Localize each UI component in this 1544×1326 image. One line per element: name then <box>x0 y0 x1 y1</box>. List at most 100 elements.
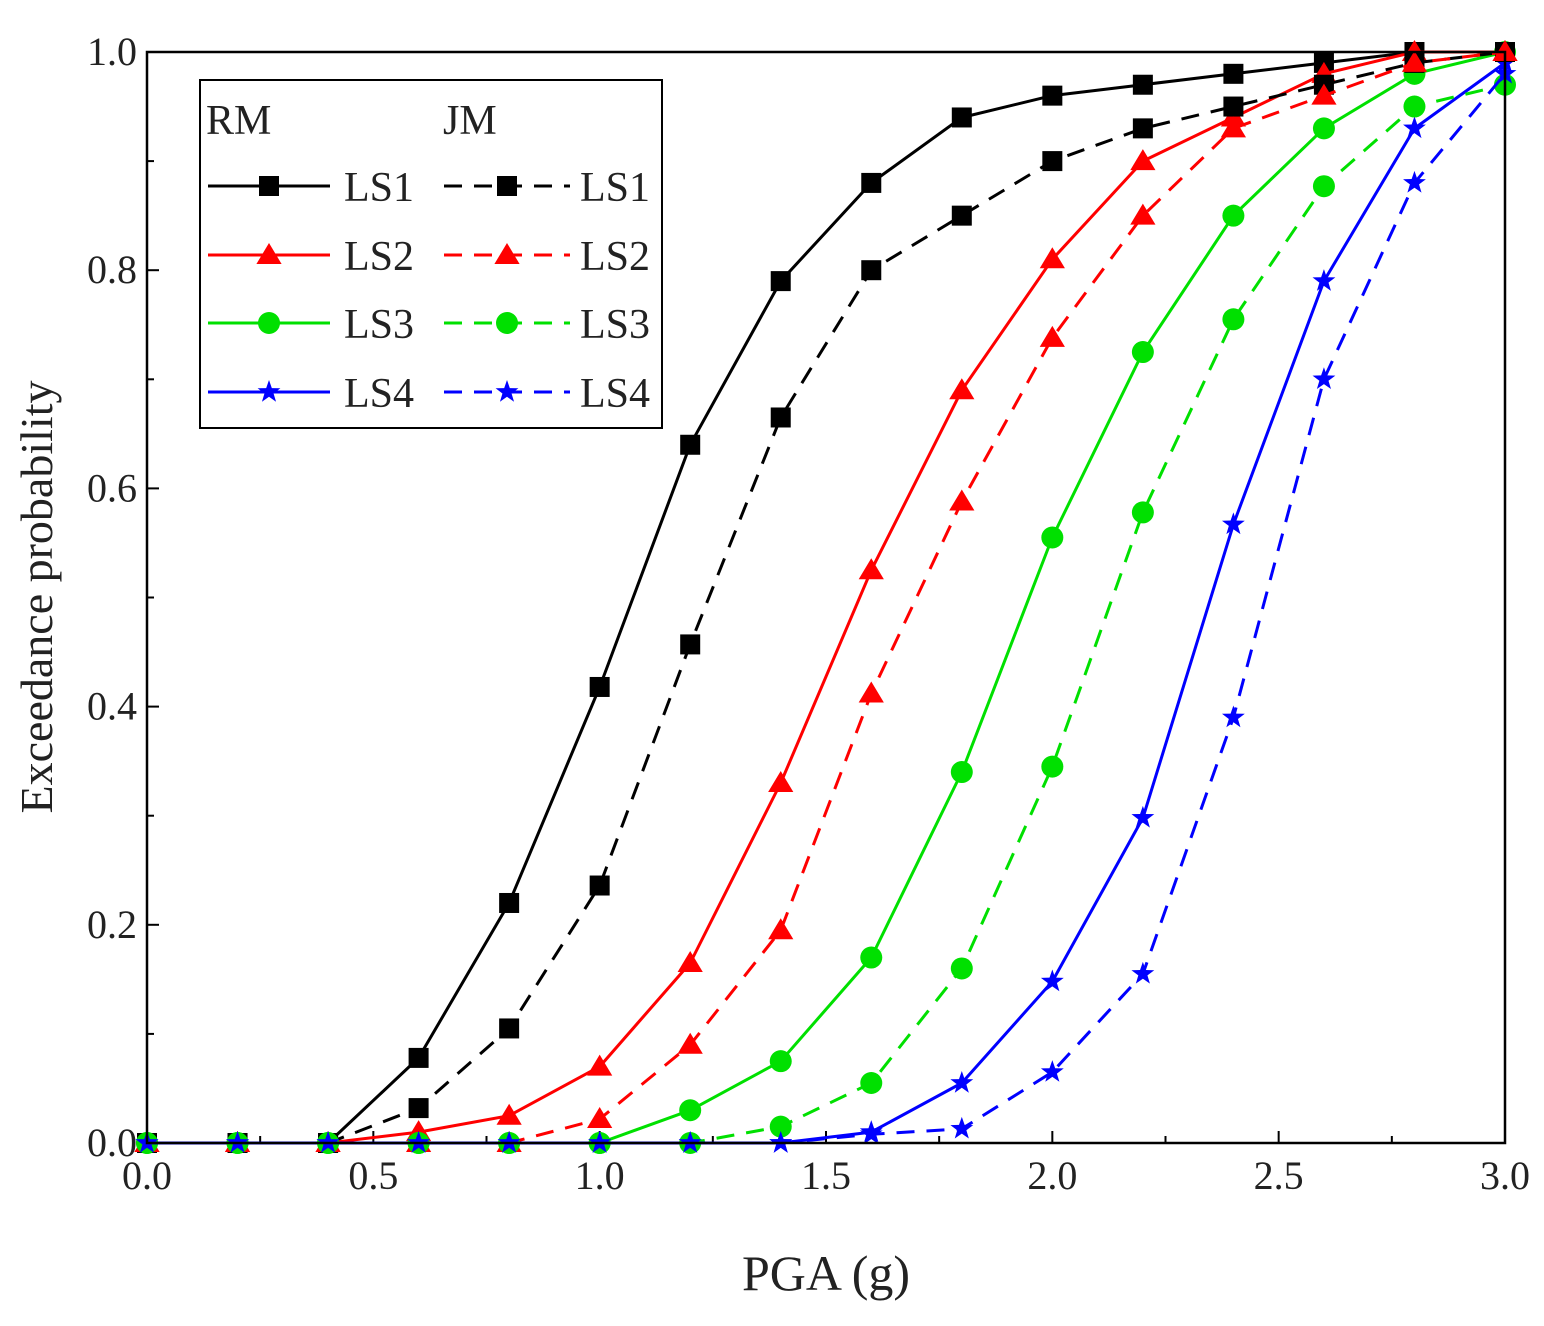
data-point-marker <box>677 1032 703 1054</box>
legend-label: LS3 <box>580 302 650 348</box>
data-point-marker <box>587 1106 613 1128</box>
y-axis-label: Exceedance probability <box>11 381 62 814</box>
x-tick-label: 2.0 <box>1027 1153 1077 1198</box>
legend: RM JM LS1 LS2 LS3 LS4 LS1 LS2 LS3 LS4 <box>199 79 663 429</box>
data-point-marker <box>770 407 791 428</box>
data-point-marker <box>861 260 882 281</box>
legend-marker <box>494 243 520 264</box>
data-point-marker <box>949 489 975 511</box>
legend-label: LS4 <box>580 371 650 417</box>
data-point-marker <box>861 172 882 193</box>
data-point-marker <box>770 271 791 292</box>
x-tick-label: 1.5 <box>801 1153 851 1198</box>
data-point-marker <box>1040 1060 1064 1082</box>
data-point-marker <box>496 1103 522 1125</box>
data-point-marker <box>1222 308 1245 331</box>
data-point-marker <box>769 1050 792 1073</box>
series-line <box>147 50 1506 1145</box>
data-point-marker <box>951 107 972 128</box>
legend-label: LS2 <box>580 234 650 280</box>
x-tick-label: 1.0 <box>575 1153 625 1198</box>
data-point-marker <box>1130 203 1156 225</box>
data-point-marker <box>1312 175 1335 198</box>
data-point-marker <box>769 1115 792 1138</box>
legend-header-jm: JM <box>443 98 497 144</box>
data-point-marker <box>949 378 975 400</box>
data-point-marker <box>499 892 520 913</box>
data-point-marker <box>679 1099 702 1122</box>
data-point-marker <box>1041 755 1064 778</box>
data-point-marker <box>1131 805 1155 828</box>
plot-frame <box>145 50 1507 1145</box>
data-point-marker <box>589 676 610 697</box>
data-point-marker <box>1222 204 1245 227</box>
legend-marker <box>495 380 519 402</box>
x-tick-label: 0.0 <box>122 1153 172 1198</box>
data-point-marker <box>860 1071 883 1094</box>
y-tick-label: 0.0 <box>87 1120 137 1165</box>
axes: 0.0 0.5 1.0 1.5 2.0 2.5 3.0 0.0 0.2 0.4 0.6 0.8 1.0 <box>87 29 1530 1198</box>
data-point-marker <box>1131 341 1154 364</box>
data-point-marker <box>1312 269 1336 291</box>
y-tick-label: 1.0 <box>87 29 137 74</box>
legend-header-rm: RM <box>206 98 271 144</box>
data-point-marker <box>1403 116 1426 139</box>
legend-marker <box>497 176 517 196</box>
data-point-marker <box>1311 83 1337 105</box>
data-point-marker <box>950 1070 974 1093</box>
x-tick-label: 0.5 <box>348 1153 398 1198</box>
data-point-marker <box>1221 705 1245 728</box>
y-tick-label: 0.8 <box>87 247 137 292</box>
legend-label: LS1 <box>344 165 414 211</box>
data-point-marker <box>1039 247 1065 269</box>
data-point-marker <box>408 1098 429 1119</box>
data-point-marker <box>499 1018 520 1039</box>
data-point-marker <box>677 950 703 972</box>
data-point-marker <box>768 918 794 940</box>
data-point-marker <box>1131 501 1154 524</box>
legend-label: LS1 <box>580 165 650 211</box>
data-point-marker <box>858 681 884 703</box>
data-point-marker <box>589 875 610 896</box>
data-point-marker <box>1401 50 1428 72</box>
y-tick-label: 0.6 <box>87 465 137 510</box>
data-point-marker <box>1131 961 1155 984</box>
legend-marker <box>496 312 518 334</box>
legend-label: LS3 <box>344 302 414 348</box>
data-point-marker <box>860 946 883 969</box>
legend-marker <box>257 380 281 402</box>
data-point-marker <box>408 1047 429 1068</box>
series-line <box>147 50 1505 1145</box>
legend-marker <box>258 312 280 334</box>
data-point-marker <box>1223 63 1244 84</box>
data-point-marker <box>950 1116 974 1139</box>
data-point-marker <box>950 957 973 980</box>
data-point-marker <box>1132 118 1153 139</box>
data-point-marker <box>1040 969 1064 992</box>
x-axis-label: PGA (g) <box>742 1245 910 1301</box>
data-point-marker <box>1039 325 1065 347</box>
legend-marker <box>256 243 282 264</box>
data-point-marker <box>1312 117 1335 140</box>
data-point-marker <box>768 770 794 792</box>
data-point-marker <box>1223 96 1244 117</box>
data-point-marker <box>1042 85 1063 106</box>
legend-marker <box>259 176 279 196</box>
data-point-marker <box>1041 526 1064 549</box>
y-tick-label: 0.4 <box>87 684 137 729</box>
data-point-marker <box>1403 170 1426 193</box>
legend-label: LS2 <box>344 234 414 280</box>
data-point-marker <box>1130 149 1156 171</box>
data-point-marker <box>1042 151 1063 172</box>
x-tick-label: 3.0 <box>1480 1153 1530 1198</box>
data-point-marker <box>1312 367 1336 390</box>
data-point-marker <box>950 761 973 784</box>
legend-label: LS4 <box>344 371 414 417</box>
data-point-marker <box>951 205 972 226</box>
data-point-marker <box>1220 116 1246 138</box>
data-point-marker <box>680 634 701 655</box>
data-point-marker <box>1403 95 1426 118</box>
x-tick-label: 2.5 <box>1254 1153 1304 1198</box>
data-point-marker <box>858 558 884 580</box>
